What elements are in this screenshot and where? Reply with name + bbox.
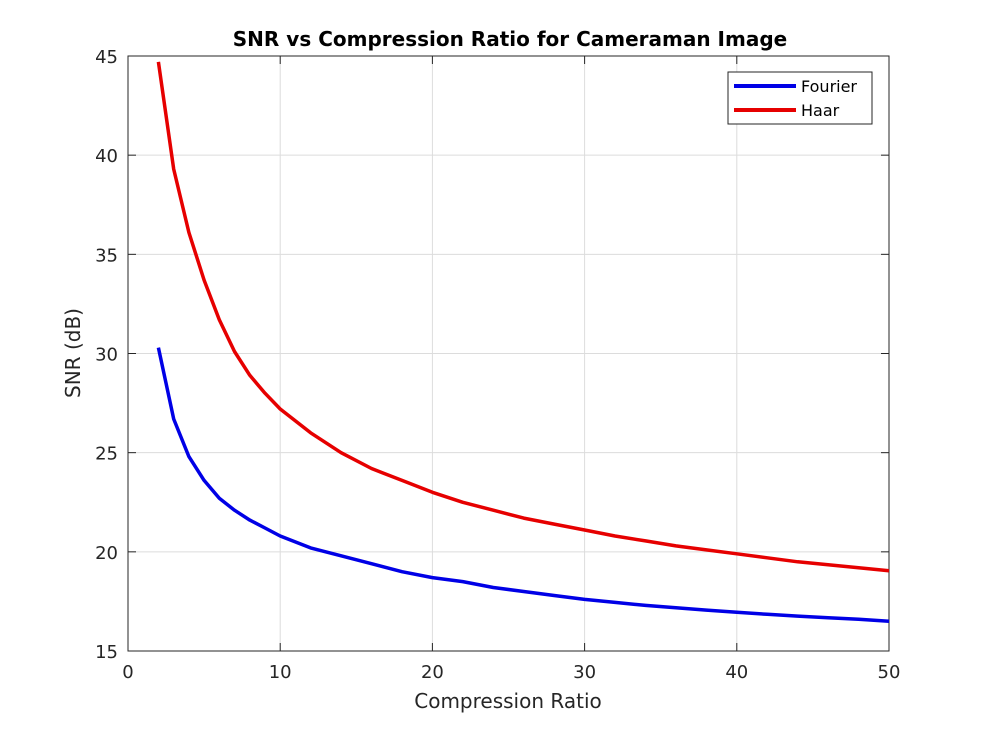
series-line-fourier: [156, 347, 890, 624]
x-tick-label: 40: [725, 662, 748, 683]
y-tick-label: 15: [95, 642, 118, 663]
y-tick-label: 25: [95, 444, 118, 465]
axis-ticks: 0 10 20 30 40 50 15 20 25 30 35 40 45: [95, 47, 900, 683]
legend-label-haar: Haar: [801, 101, 840, 120]
legend: Fourier Haar: [727, 71, 873, 125]
y-tick-label: 30: [95, 345, 118, 366]
x-tick-label: 50: [878, 662, 901, 683]
y-axis-label: SNR (dB): [61, 308, 85, 398]
legend-label-fourier: Fourier: [801, 77, 857, 96]
x-tick-label: 20: [421, 662, 444, 683]
x-axis-label: Compression Ratio: [414, 689, 601, 713]
chart-title: SNR vs Compression Ratio for Cameraman I…: [233, 27, 787, 51]
x-tick-label: 30: [573, 662, 596, 683]
y-tick-label: 40: [95, 146, 118, 167]
y-tick-label: 20: [95, 543, 118, 564]
y-tick-label: 45: [95, 47, 118, 68]
x-tick-label: 0: [122, 662, 133, 683]
grid-lines: [127, 55, 890, 652]
legend-box: [727, 71, 873, 125]
series-line-haar: [156, 61, 890, 573]
series-lines: [156, 61, 890, 624]
y-tick-label: 35: [95, 245, 118, 266]
x-tick-label: 10: [269, 662, 292, 683]
